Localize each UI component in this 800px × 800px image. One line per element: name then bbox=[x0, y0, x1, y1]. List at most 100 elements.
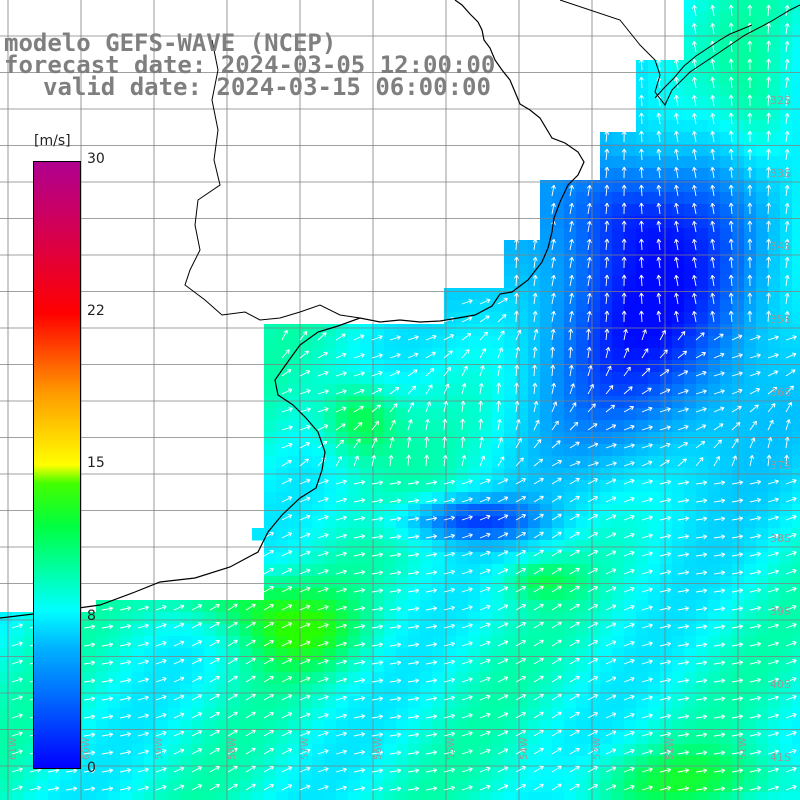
wind-speed-cell bbox=[204, 720, 217, 733]
wind-speed-cell bbox=[432, 396, 445, 409]
wind-speed-cell bbox=[600, 636, 613, 649]
wind-speed-cell bbox=[456, 576, 469, 589]
wind-speed-cell bbox=[708, 540, 721, 553]
wind-speed-cell bbox=[588, 216, 601, 229]
wind-speed-cell bbox=[468, 480, 481, 493]
wind-speed-cell bbox=[696, 444, 709, 457]
wind-arrow bbox=[442, 436, 448, 449]
wind-arrow bbox=[784, 94, 790, 107]
wind-speed-cell bbox=[708, 252, 721, 265]
wind-speed-cell bbox=[132, 600, 145, 613]
wind-speed-cell bbox=[660, 180, 673, 193]
wind-speed-cell bbox=[300, 576, 313, 589]
wind-speed-cell bbox=[324, 636, 337, 649]
wind-speed-cell bbox=[288, 336, 301, 349]
wind-speed-cell bbox=[408, 780, 421, 793]
wind-speed-cell bbox=[672, 492, 685, 505]
wind-arrow bbox=[515, 712, 527, 719]
wind-speed-cell bbox=[672, 540, 685, 553]
wind-arrow bbox=[353, 405, 364, 413]
wind-speed-cell bbox=[720, 396, 733, 409]
wind-speed-cell bbox=[696, 84, 709, 97]
wind-arrow bbox=[695, 750, 708, 756]
wind-arrow bbox=[569, 238, 574, 251]
wind-arrow bbox=[621, 310, 627, 323]
wind-arrow bbox=[461, 569, 473, 575]
wind-arrow bbox=[245, 603, 256, 611]
wind-speed-cell bbox=[708, 444, 721, 457]
wind-speed-cell bbox=[252, 528, 265, 541]
wind-speed-cell bbox=[672, 108, 685, 121]
wind-arrow bbox=[461, 659, 473, 665]
wind-speed-cell bbox=[144, 780, 157, 793]
wind-speed-cell bbox=[600, 732, 613, 745]
wind-arrow bbox=[749, 388, 761, 395]
wind-arrow bbox=[766, 112, 771, 125]
wind-speed-cell bbox=[672, 120, 685, 133]
wind-arrow bbox=[479, 365, 485, 377]
wind-speed-cell bbox=[564, 264, 577, 277]
wind-speed-cell bbox=[0, 744, 13, 757]
wind-speed-cell bbox=[684, 156, 697, 169]
wind-speed-cell bbox=[384, 348, 397, 361]
wind-speed-cell bbox=[276, 372, 289, 385]
wind-speed-cell bbox=[420, 444, 433, 457]
wind-speed-cell bbox=[24, 768, 37, 781]
wind-speed-cell bbox=[36, 792, 49, 800]
wind-arrow bbox=[569, 693, 580, 701]
wind-speed-cell bbox=[780, 444, 793, 457]
wind-speed-cell bbox=[612, 180, 625, 193]
wind-arrow bbox=[335, 479, 347, 485]
wind-arrow bbox=[731, 498, 744, 504]
wind-speed-cell bbox=[600, 768, 613, 781]
wind-speed-cell bbox=[48, 792, 61, 800]
wind-speed-cell bbox=[528, 648, 541, 661]
wind-speed-cell bbox=[192, 744, 205, 757]
wind-speed-cell bbox=[792, 144, 800, 157]
wind-speed-cell bbox=[468, 336, 481, 349]
wind-arrow bbox=[101, 642, 114, 648]
wind-speed-cell bbox=[684, 204, 697, 217]
wind-arrow bbox=[245, 711, 256, 719]
wind-speed-cell bbox=[684, 0, 697, 13]
wind-speed-cell bbox=[624, 792, 637, 800]
wind-speed-cell bbox=[288, 552, 301, 565]
colorbar-tick-label: 8 bbox=[87, 608, 96, 624]
wind-speed-cell bbox=[624, 636, 637, 649]
wind-arrow bbox=[281, 748, 293, 755]
wind-arrow bbox=[767, 403, 776, 413]
wind-speed-cell bbox=[660, 60, 673, 73]
wind-speed-cell bbox=[612, 708, 625, 721]
wind-arrow bbox=[191, 766, 203, 773]
wind-speed-cell bbox=[300, 372, 313, 385]
wind-speed-cell bbox=[288, 624, 301, 637]
wind-speed-cell bbox=[672, 324, 685, 337]
wind-speed-cell bbox=[144, 648, 157, 661]
wind-arrow bbox=[766, 238, 771, 251]
wind-arrow bbox=[641, 515, 653, 521]
wind-speed-cell bbox=[672, 336, 685, 349]
wind-speed-cell bbox=[228, 612, 241, 625]
wind-speed-cell bbox=[264, 756, 277, 769]
wind-speed-cell bbox=[768, 72, 781, 85]
wind-arrow bbox=[713, 642, 726, 648]
wind-arrow bbox=[515, 694, 527, 701]
wind-speed-cell bbox=[396, 624, 409, 637]
wind-speed-cell bbox=[672, 756, 685, 769]
wind-arrow bbox=[497, 314, 507, 323]
wind-speed-cell bbox=[504, 528, 517, 541]
wind-speed-cell bbox=[600, 408, 613, 421]
wind-speed-cell bbox=[576, 792, 589, 800]
wind-arrow bbox=[766, 148, 771, 161]
wind-speed-cell bbox=[276, 660, 289, 673]
wind-speed-cell bbox=[120, 648, 133, 661]
wind-arrow bbox=[747, 220, 753, 233]
wind-arrow bbox=[461, 677, 473, 683]
wind-speed-cell bbox=[204, 672, 217, 685]
wind-arrow bbox=[568, 364, 574, 377]
wind-speed-cell bbox=[312, 648, 325, 661]
wind-arrow bbox=[155, 641, 167, 647]
wind-speed-cell bbox=[492, 408, 505, 421]
wind-speed-cell bbox=[612, 408, 625, 421]
wind-arrow bbox=[101, 624, 114, 630]
